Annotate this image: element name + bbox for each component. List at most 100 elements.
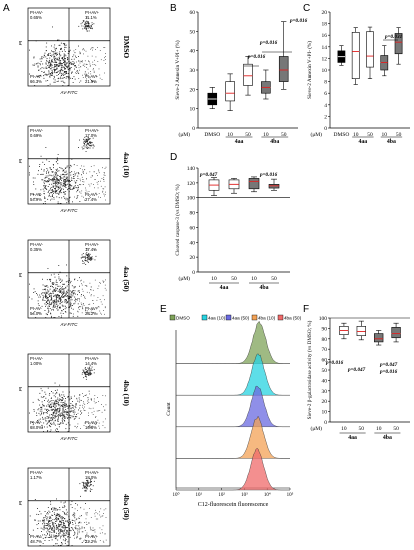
- flow-event-dot: [59, 524, 61, 526]
- flow-event-dot: [42, 519, 44, 521]
- flow-event-dot: [61, 301, 63, 303]
- flow-event-dot: [54, 68, 55, 70]
- flow-event-dot: [81, 61, 82, 62]
- flow-event-dot: [91, 412, 93, 414]
- quadrant-label-ll: PI-AV-: [30, 306, 42, 311]
- flow-event-dot: [59, 187, 61, 189]
- flow-event-dot: [87, 21, 89, 23]
- flow-event-dot: [86, 67, 87, 68]
- flow-event-dot: [52, 183, 54, 185]
- flow-event-dot: [71, 407, 73, 409]
- flow-event-dot: [40, 68, 42, 70]
- flow-event-dot: [51, 171, 53, 173]
- flow-event-dot: [104, 195, 105, 197]
- flow-event-dot: [68, 50, 69, 52]
- flow-event-dot: [60, 60, 62, 61]
- flow-event-dot: [76, 397, 77, 399]
- flow-event-dot: [54, 48, 56, 50]
- flow-event-dot: [59, 414, 61, 416]
- flow-event-dot: [70, 294, 72, 296]
- flow-event-dot: [103, 172, 105, 173]
- flow-event-dot: [87, 258, 89, 260]
- flow-event-dot: [73, 178, 75, 179]
- flow-event-dot: [88, 367, 90, 369]
- flow-event-dot: [55, 182, 56, 183]
- flow-event-dot: [62, 530, 64, 531]
- flow-event-dot: [43, 527, 45, 529]
- flow-event-dot: [81, 304, 82, 305]
- flow-x-axis-label: AV-FITC: [59, 436, 78, 441]
- flow-event-dot: [74, 520, 76, 522]
- flow-event-dot: [67, 62, 68, 64]
- flow-event-dot: [87, 400, 89, 402]
- flow-event-dot: [58, 191, 60, 193]
- flow-event-dot: [58, 182, 59, 183]
- flow-event-dot: [99, 74, 101, 76]
- flow-event-dot: [61, 192, 63, 194]
- flow-event-dot: [85, 25, 87, 26]
- flow-event-dot: [85, 187, 86, 189]
- flow-event-dot: [53, 301, 55, 302]
- flow-event-dot: [40, 388, 42, 390]
- flow-event-dot: [74, 532, 76, 534]
- flow-event-dot: [73, 61, 75, 63]
- flow-event-dot: [54, 56, 56, 58]
- flow-event-dot: [55, 57, 56, 59]
- flow-x-axis-label: AV-FITC: [59, 90, 78, 95]
- flow-event-dot: [83, 408, 84, 410]
- flow-event-dot: [54, 414, 56, 416]
- hist-x-axis-label: C12-fluorescein fluorescence: [198, 501, 269, 508]
- flow-event-dot: [44, 523, 45, 525]
- flow-event-dot: [47, 180, 49, 182]
- flow-event-dot: [45, 286, 47, 287]
- flow-event-dot: [54, 289, 56, 291]
- flow-event-dot: [95, 416, 97, 417]
- flow-event-dot: [93, 68, 94, 69]
- flow-event-dot: [97, 513, 99, 515]
- flow-event-dot: [56, 284, 58, 286]
- flow-event-dot: [63, 81, 65, 83]
- flow-event-dot: [88, 256, 90, 258]
- flow-event-dot: [47, 387, 49, 389]
- flow-event-dot: [61, 516, 63, 517]
- flow-event-dot: [49, 511, 51, 513]
- flow-event-dot: [82, 171, 84, 173]
- flow-event-dot: [88, 137, 89, 139]
- flow-event-dot: [53, 305, 54, 307]
- flow-event-dot: [56, 515, 57, 516]
- flow-event-dot: [54, 417, 56, 419]
- flow-event-dot: [48, 531, 50, 533]
- flow-event-dot: [78, 528, 80, 530]
- flow-event-dot: [59, 176, 61, 177]
- flow-event-dot: [53, 405, 54, 407]
- flow-event-dot: [83, 305, 85, 306]
- flow-event-dot: [78, 25, 80, 27]
- flow-event-dot: [65, 398, 66, 399]
- flow-event-dot: [60, 292, 62, 293]
- flow-event-dot: [81, 373, 83, 375]
- flow-event-dot: [70, 299, 72, 301]
- y-tick-label: 50: [190, 29, 196, 35]
- flow-event-dot: [92, 175, 93, 177]
- flow-event-dot: [48, 405, 50, 407]
- flow-event-dot: [96, 299, 98, 301]
- flow-event-dot: [67, 407, 69, 409]
- flow-event-dot: [73, 187, 75, 189]
- flow-event-dot: [44, 185, 46, 187]
- flow-event-dot: [55, 402, 57, 404]
- flow-event-dot: [69, 521, 71, 523]
- flow-event-dot: [72, 56, 74, 58]
- flow-event-dot: [53, 528, 55, 530]
- flow-event-dot: [41, 413, 42, 415]
- flow-event-dot: [90, 368, 92, 370]
- flow-event-dot: [93, 70, 95, 72]
- flow-event-dot: [64, 181, 66, 183]
- flow-event-dot: [70, 174, 72, 176]
- flow-event-dot: [77, 310, 78, 312]
- category-label: 50: [281, 132, 287, 138]
- flow-event-dot: [91, 259, 92, 261]
- flow-event-dot: [48, 394, 50, 396]
- flow-event-dot: [49, 406, 51, 408]
